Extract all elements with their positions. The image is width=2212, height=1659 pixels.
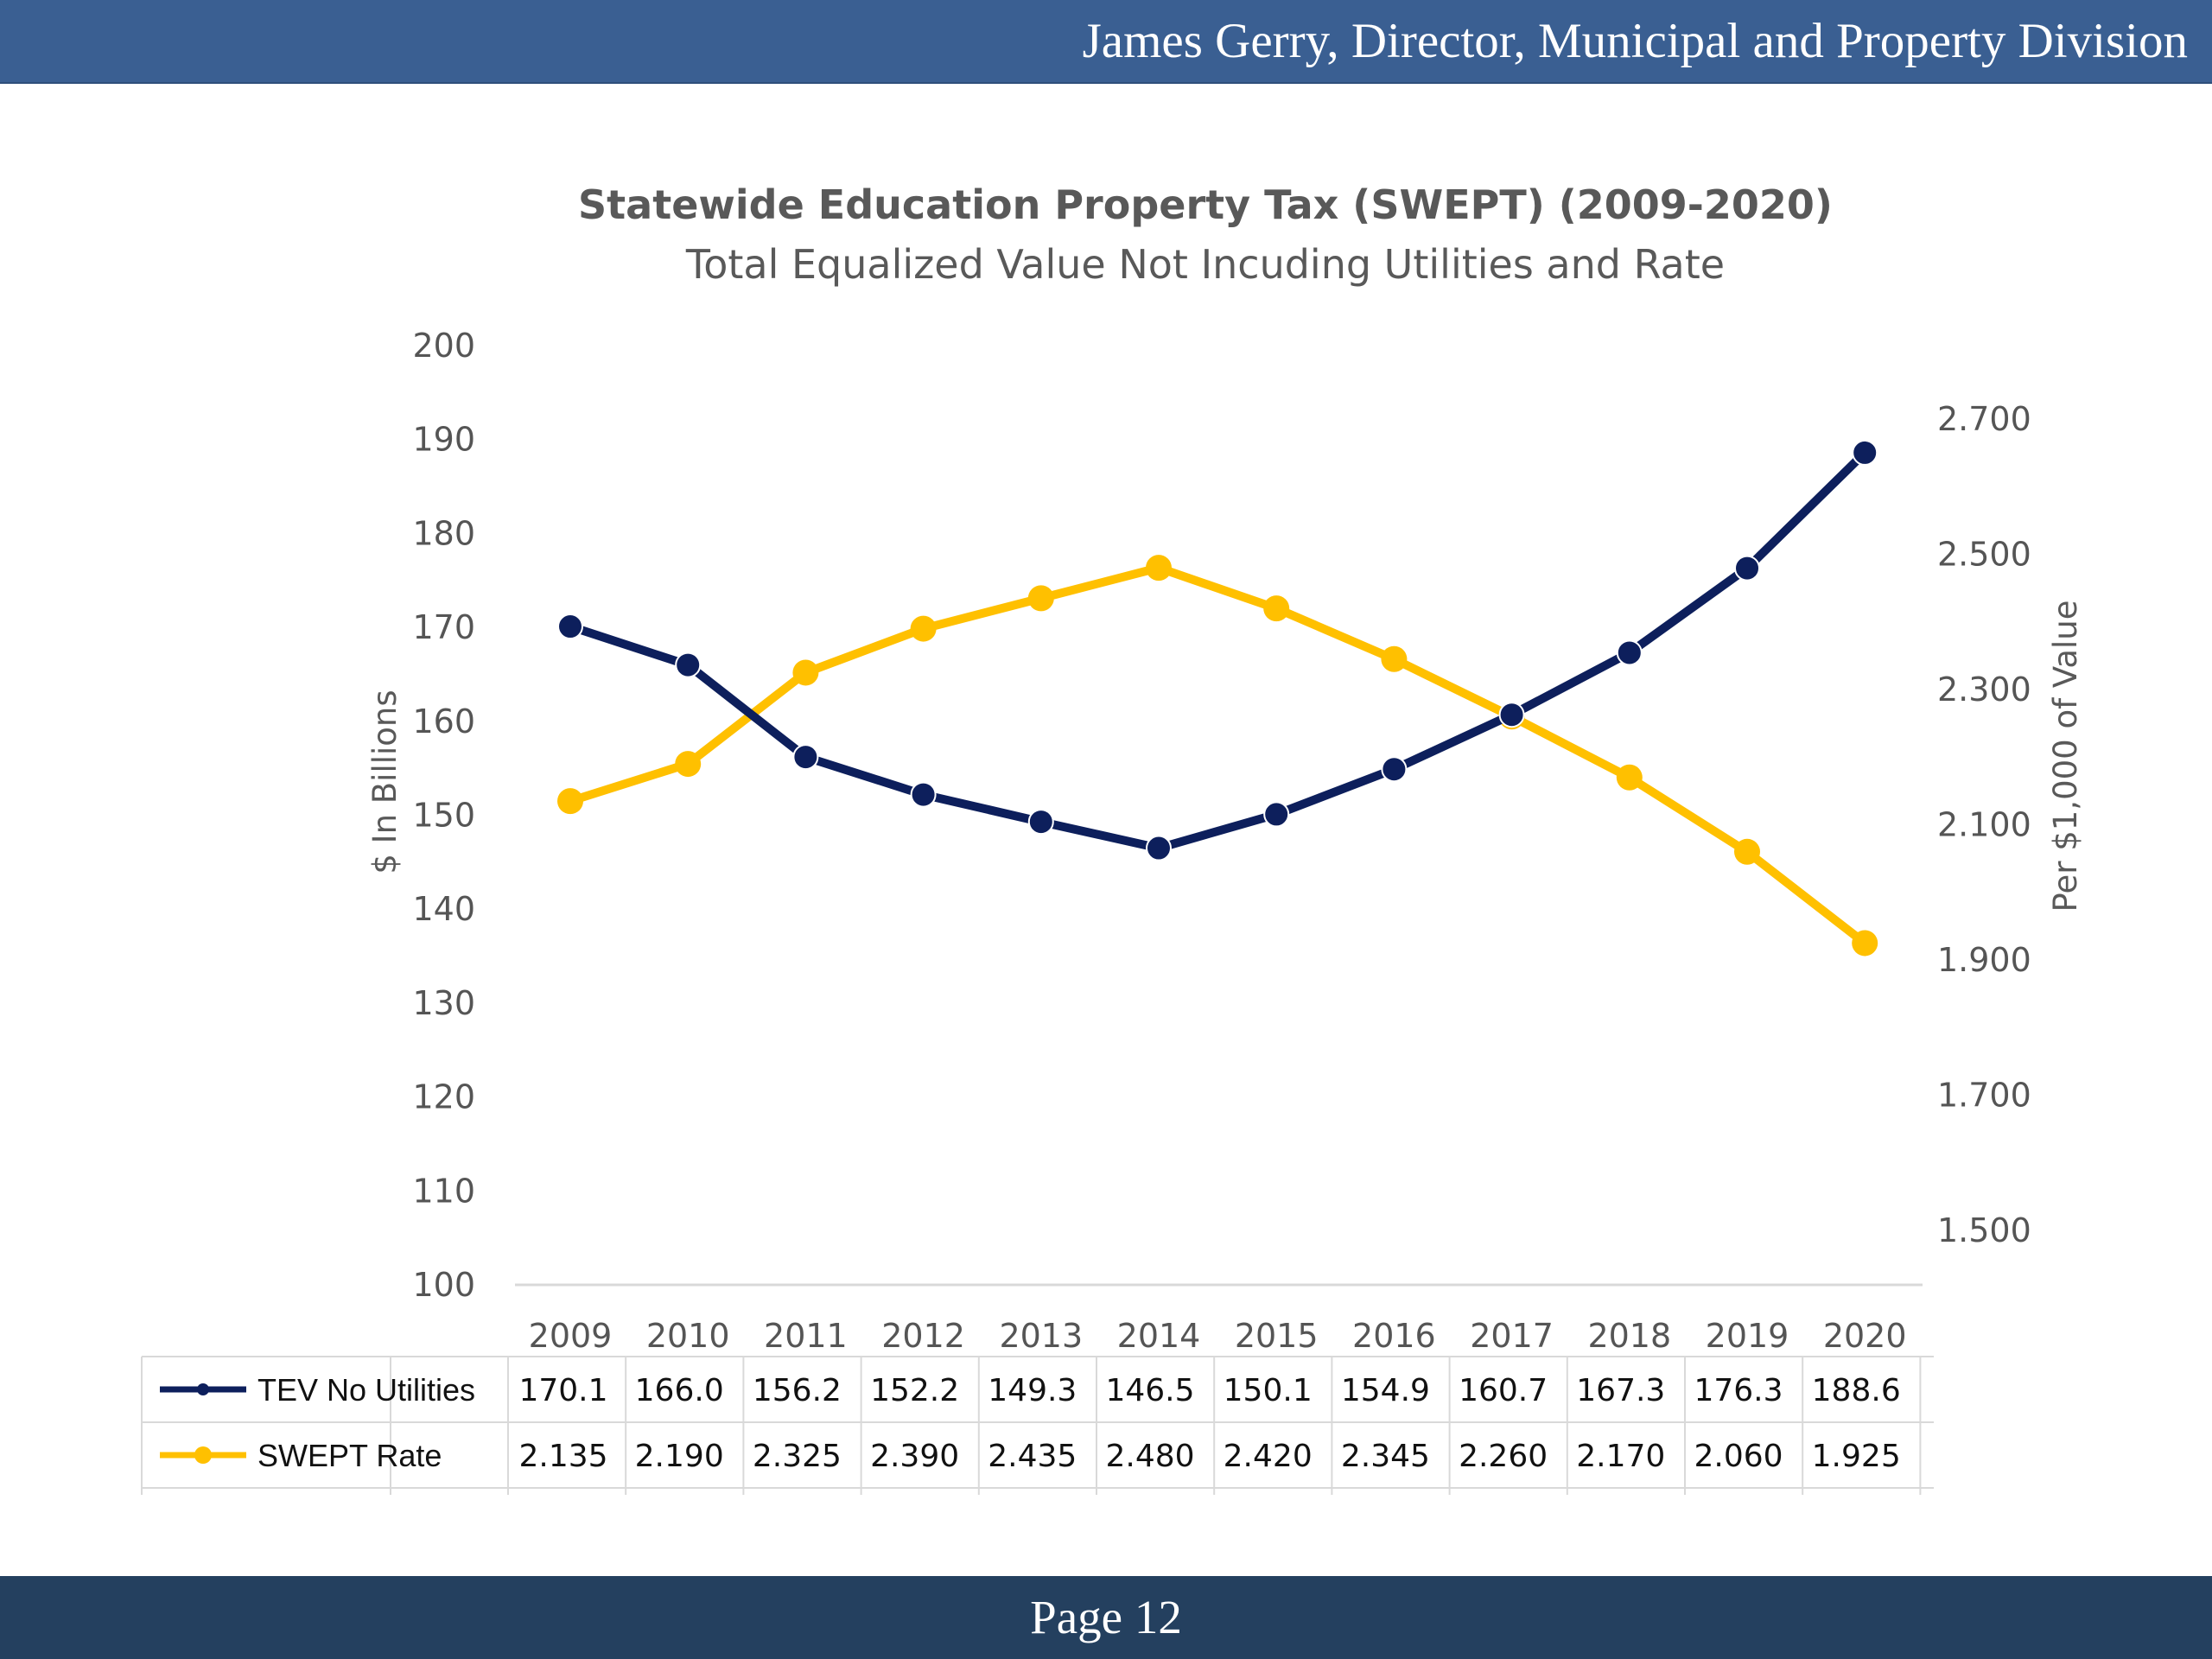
data-point-series-0	[1263, 801, 1290, 828]
legend-label: SWEPT Rate	[257, 1438, 442, 1473]
y-tick-label: 110	[412, 1172, 475, 1210]
x-tick-label: 2019	[1706, 1317, 1789, 1355]
data-point-series-0	[910, 781, 937, 808]
x-tick-label: 2012	[881, 1317, 965, 1355]
chart-subtitle: Total Equalized Value Not Incuding Utili…	[685, 241, 1725, 288]
x-tick-label: 2020	[1823, 1317, 1907, 1355]
data-point-series-0	[1381, 756, 1408, 783]
chart: Statewide Education Property Tax (SWEPT)…	[141, 181, 2084, 1495]
data-point-series-0	[1146, 835, 1172, 861]
table-cell-value: 1.925	[1812, 1439, 1901, 1474]
y2-tick-label: 1.700	[1937, 1077, 2031, 1115]
table-cell-value: 2.325	[753, 1439, 842, 1474]
y2-tick-label: 2.300	[1937, 671, 2031, 709]
y-tick-label: 190	[412, 421, 475, 459]
y-tick-label: 170	[412, 608, 475, 646]
page-number: Page 12	[1030, 1591, 1182, 1643]
table-cell-value: 2.260	[1459, 1439, 1548, 1474]
y2-tick-label: 2.700	[1937, 400, 2031, 438]
x-tick-label: 2011	[764, 1317, 848, 1355]
table-cell-value: 2.345	[1341, 1439, 1430, 1474]
y-axis-ticks: 100 110 120 130 140 150 160 170 180 190 200	[412, 327, 475, 1304]
y-tick-label: 200	[412, 327, 475, 365]
series-layer	[557, 439, 1878, 957]
data-point-series-0	[792, 744, 819, 771]
data-point-series-0	[1734, 555, 1760, 582]
y2-tick-label: 1.900	[1937, 941, 2031, 979]
footer-bar: Page 12	[0, 1576, 2212, 1659]
y2-tick-label: 1.500	[1937, 1211, 2031, 1249]
legend-key-marker	[197, 1383, 209, 1395]
data-point-series-1	[557, 788, 583, 815]
table-cell-value: 170.1	[518, 1373, 607, 1408]
x-tick-label: 2010	[646, 1317, 730, 1355]
x-tick-label: 2013	[999, 1317, 1083, 1355]
legend-label: TEV No Utilities	[257, 1372, 475, 1408]
y-tick-label: 120	[412, 1078, 475, 1116]
x-tick-label: 2015	[1235, 1317, 1319, 1355]
y2-axis-title: Per $1,000 of Value	[2047, 601, 2084, 912]
table-cell-value: 152.2	[870, 1373, 959, 1408]
data-point-series-1	[910, 615, 937, 642]
data-point-series-1	[1027, 585, 1054, 612]
series-line-0	[566, 448, 1870, 853]
data-point-series-1	[1381, 645, 1408, 672]
table-cell-value: 166.0	[635, 1373, 724, 1408]
table-cell-value: 149.3	[988, 1373, 1077, 1408]
table-cell-value: 2.480	[1105, 1439, 1194, 1474]
table-cell-value: 154.9	[1341, 1373, 1430, 1408]
x-tick-label: 2017	[1470, 1317, 1554, 1355]
legend-key-marker	[194, 1446, 212, 1464]
header-title: James Gerry, Director, Municipal and Pro…	[1082, 14, 2188, 68]
data-point-series-1	[1263, 595, 1290, 622]
table-cell-value: 146.5	[1105, 1373, 1194, 1408]
data-point-series-1	[675, 751, 702, 778]
chart-title: Statewide Education Property Tax (SWEPT)…	[578, 181, 1833, 228]
table-cell-value: 2.435	[988, 1439, 1077, 1474]
y-tick-label: 140	[412, 890, 475, 928]
y-tick-label: 160	[412, 702, 475, 741]
data-point-series-0	[1852, 439, 1878, 466]
data-point-series-1	[792, 659, 819, 686]
table-cell-value: 176.3	[1694, 1373, 1783, 1408]
y-tick-label: 100	[412, 1266, 475, 1304]
data-point-series-0	[1498, 702, 1525, 728]
table-cell-value: 2.390	[870, 1439, 959, 1474]
data-point-series-1	[1146, 555, 1172, 582]
x-tick-label: 2009	[529, 1317, 613, 1355]
x-tick-label: 2018	[1587, 1317, 1671, 1355]
table-cell-value: 160.7	[1459, 1373, 1548, 1408]
table-cell-value: 2.060	[1694, 1439, 1783, 1474]
table-cell-value: 2.170	[1576, 1439, 1665, 1474]
y-tick-label: 130	[412, 984, 475, 1022]
header-bar: James Gerry, Director, Municipal and Pro…	[0, 0, 2212, 84]
data-point-series-1	[1616, 764, 1643, 791]
data-point-series-1	[1852, 930, 1878, 957]
y2-tick-label: 2.100	[1937, 806, 2031, 844]
table-cell-value: 2.420	[1224, 1439, 1313, 1474]
table-cell-value: 167.3	[1576, 1373, 1665, 1408]
x-tick-label: 2016	[1352, 1317, 1436, 1355]
series-line-1	[566, 563, 1870, 948]
table-cell-value: 150.1	[1224, 1373, 1313, 1408]
data-point-series-0	[1616, 639, 1643, 666]
data-point-series-1	[1734, 838, 1760, 865]
data-table: TEV No Utilities 170.1 166.0 156.2 152.2 149.…	[141, 1356, 1934, 1495]
data-point-series-0	[1027, 809, 1054, 836]
x-axis-ticks: 2009 2010 2011 2012 2013 2014 2015 2016 2017 2018…	[529, 1317, 1907, 1355]
x-tick-label: 2014	[1117, 1317, 1201, 1355]
data-point-series-0	[675, 652, 702, 678]
y-tick-label: 150	[412, 797, 475, 835]
table-cell-value: 2.135	[518, 1439, 607, 1474]
table-cell-value: 188.6	[1812, 1373, 1901, 1408]
table-cell-value: 156.2	[753, 1373, 842, 1408]
y-tick-label: 180	[412, 514, 475, 552]
table-cell-value: 2.190	[635, 1439, 724, 1474]
y2-tick-label: 2.500	[1937, 536, 2031, 574]
y-axis-title: $ In Billions	[366, 690, 404, 874]
y2-axis-ticks: 1.500 1.700 1.900 2.100 2.300 2.500 2.700	[1937, 400, 2031, 1249]
data-point-series-0	[557, 613, 583, 640]
